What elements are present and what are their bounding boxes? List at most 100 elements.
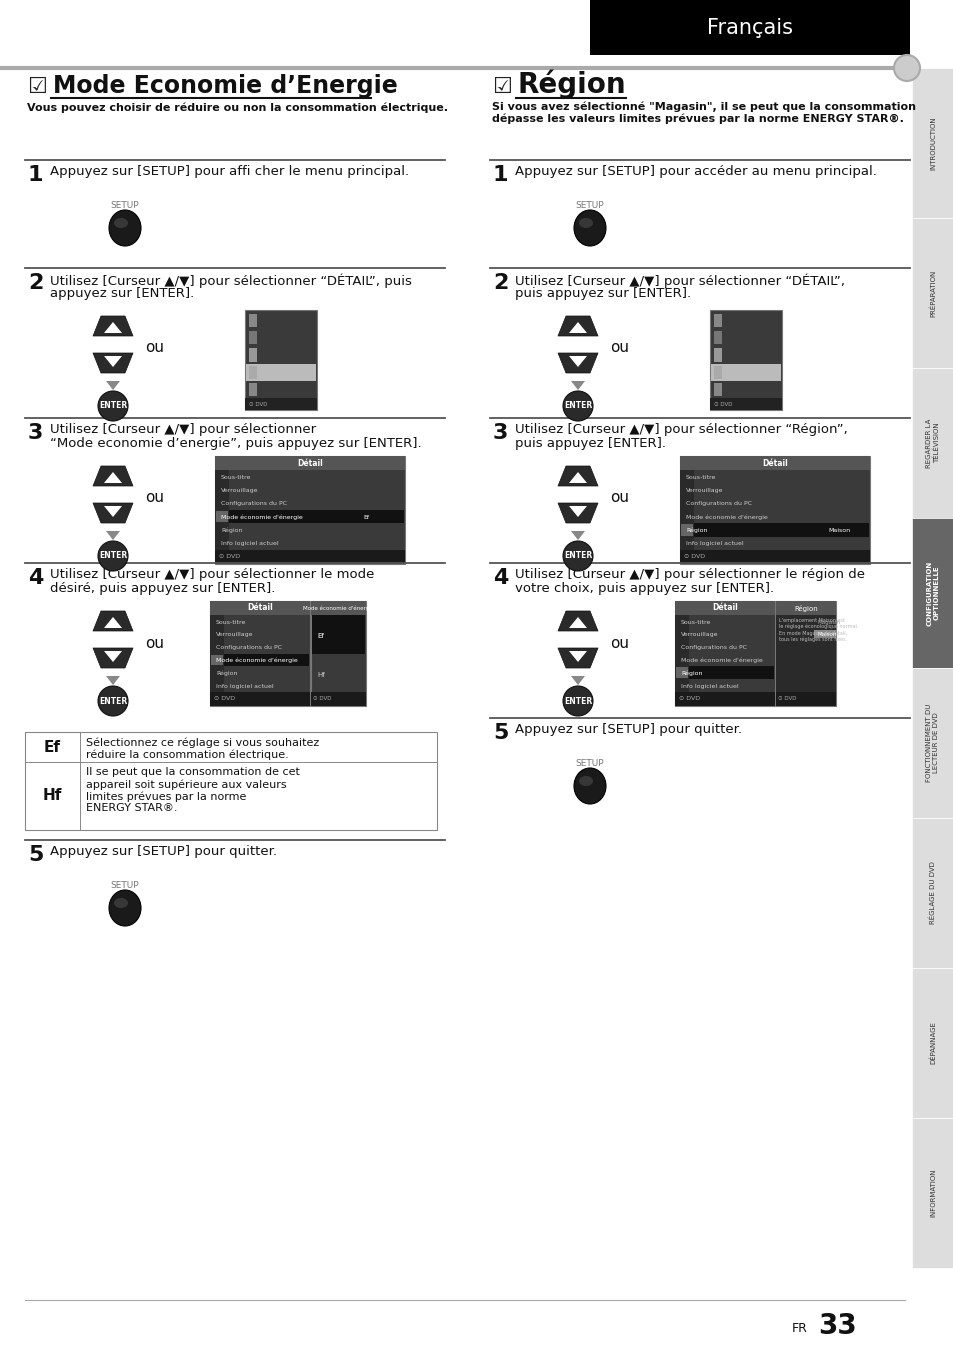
Text: ⊙ DVD: ⊙ DVD bbox=[683, 554, 704, 559]
Text: 1: 1 bbox=[28, 164, 44, 185]
Text: DÉPANNAGE: DÉPANNAGE bbox=[929, 1022, 935, 1065]
FancyBboxPatch shape bbox=[775, 601, 835, 615]
FancyBboxPatch shape bbox=[911, 818, 953, 968]
Text: puis appuyez sur [ENTER].: puis appuyez sur [ENTER]. bbox=[515, 287, 690, 301]
Ellipse shape bbox=[562, 686, 593, 716]
FancyBboxPatch shape bbox=[25, 732, 436, 830]
Text: Verrouillage: Verrouillage bbox=[215, 632, 253, 638]
FancyBboxPatch shape bbox=[911, 669, 953, 818]
Text: Info logiciel actuel: Info logiciel actuel bbox=[685, 542, 742, 546]
FancyBboxPatch shape bbox=[675, 692, 774, 706]
FancyBboxPatch shape bbox=[775, 601, 835, 706]
Text: limites prévues par la norme: limites prévues par la norme bbox=[86, 791, 246, 802]
Text: FONCTIONNEMENT DU
LECTEUR DE DVD: FONCTIONNEMENT DU LECTEUR DE DVD bbox=[925, 704, 939, 782]
FancyBboxPatch shape bbox=[713, 314, 721, 328]
Ellipse shape bbox=[98, 391, 128, 421]
FancyBboxPatch shape bbox=[214, 456, 405, 563]
Text: Hf: Hf bbox=[316, 671, 324, 678]
Ellipse shape bbox=[109, 210, 141, 245]
Text: Appuyez sur [SETUP] pour quitter.: Appuyez sur [SETUP] pour quitter. bbox=[515, 723, 741, 736]
Text: ENTER: ENTER bbox=[563, 697, 592, 705]
FancyBboxPatch shape bbox=[709, 310, 781, 410]
Text: Hf: Hf bbox=[42, 789, 62, 803]
Text: CONFIGURATION
OPTIONNELLE: CONFIGURATION OPTIONNELLE bbox=[925, 561, 939, 625]
Text: SETUP: SETUP bbox=[575, 759, 603, 768]
Text: Mode Economie d’Energie: Mode Economie d’Energie bbox=[53, 74, 397, 98]
Text: Appuyez sur [SETUP] pour quitter.: Appuyez sur [SETUP] pour quitter. bbox=[50, 845, 276, 857]
FancyBboxPatch shape bbox=[679, 470, 693, 550]
Polygon shape bbox=[568, 617, 586, 628]
FancyBboxPatch shape bbox=[911, 1117, 953, 1268]
Text: Détail: Détail bbox=[247, 604, 273, 612]
FancyBboxPatch shape bbox=[249, 314, 256, 328]
FancyBboxPatch shape bbox=[675, 601, 774, 615]
FancyBboxPatch shape bbox=[675, 615, 688, 692]
Text: Ef: Ef bbox=[44, 740, 60, 755]
Text: “Mode economie d’energie”, puis appuyez sur [ENTER].: “Mode economie d’energie”, puis appuyez … bbox=[50, 437, 421, 450]
Text: SETUP: SETUP bbox=[111, 882, 139, 891]
FancyBboxPatch shape bbox=[679, 456, 869, 563]
Ellipse shape bbox=[98, 686, 128, 716]
Ellipse shape bbox=[562, 391, 593, 421]
FancyBboxPatch shape bbox=[709, 398, 781, 410]
Text: Verrouillage: Verrouillage bbox=[685, 488, 722, 493]
Text: Info logiciel actuel: Info logiciel actuel bbox=[221, 542, 278, 546]
Polygon shape bbox=[568, 322, 586, 333]
Ellipse shape bbox=[578, 776, 593, 786]
Text: Utilisez [Curseur ▲/▼] pour sélectionner “Région”,: Utilisez [Curseur ▲/▼] pour sélectionner… bbox=[515, 423, 847, 435]
Text: ENTER: ENTER bbox=[99, 402, 127, 411]
Text: INFORMATION: INFORMATION bbox=[929, 1169, 935, 1217]
FancyBboxPatch shape bbox=[775, 692, 835, 706]
Text: Configurations du PC: Configurations du PC bbox=[215, 646, 282, 650]
Ellipse shape bbox=[562, 541, 593, 572]
Polygon shape bbox=[571, 675, 584, 685]
Polygon shape bbox=[558, 315, 598, 336]
Text: Verrouillage: Verrouillage bbox=[221, 488, 258, 493]
Text: Mode économie d'énergie: Mode économie d'énergie bbox=[685, 515, 767, 520]
FancyBboxPatch shape bbox=[676, 667, 687, 678]
Polygon shape bbox=[104, 322, 122, 333]
Text: Appuyez sur [SETUP] pour accéder au menu principal.: Appuyez sur [SETUP] pour accéder au menu… bbox=[515, 164, 876, 178]
Polygon shape bbox=[104, 506, 122, 518]
FancyBboxPatch shape bbox=[760, 1308, 879, 1344]
FancyBboxPatch shape bbox=[210, 601, 310, 706]
Text: puis appuyez [ENTER].: puis appuyez [ENTER]. bbox=[515, 437, 665, 450]
Text: votre choix, puis appuyez sur [ENTER].: votre choix, puis appuyez sur [ENTER]. bbox=[515, 582, 773, 594]
Polygon shape bbox=[568, 356, 586, 367]
Text: Ef: Ef bbox=[363, 515, 369, 520]
FancyBboxPatch shape bbox=[311, 601, 366, 706]
Text: 3: 3 bbox=[493, 423, 508, 443]
Text: ☑: ☑ bbox=[27, 77, 47, 97]
Polygon shape bbox=[92, 315, 132, 336]
Text: 2: 2 bbox=[28, 274, 43, 293]
Polygon shape bbox=[106, 675, 120, 685]
Text: Mode économie d'énergie: Mode économie d'énergie bbox=[221, 515, 302, 520]
Ellipse shape bbox=[109, 890, 141, 926]
Text: ou: ou bbox=[146, 491, 164, 506]
Text: Détail: Détail bbox=[761, 458, 787, 468]
Text: INTRODUCTION: INTRODUCTION bbox=[929, 116, 935, 170]
Polygon shape bbox=[571, 381, 584, 390]
Polygon shape bbox=[92, 648, 132, 669]
FancyBboxPatch shape bbox=[713, 365, 721, 379]
Text: 33: 33 bbox=[818, 1312, 857, 1340]
FancyBboxPatch shape bbox=[911, 968, 953, 1117]
FancyBboxPatch shape bbox=[911, 67, 953, 218]
FancyBboxPatch shape bbox=[675, 601, 774, 706]
Text: Vous pouvez choisir de réduire ou non la consommation électrique.: Vous pouvez choisir de réduire ou non la… bbox=[27, 102, 448, 113]
Text: ENTER: ENTER bbox=[563, 402, 592, 411]
Text: Sous-titre: Sous-titre bbox=[221, 474, 251, 480]
Text: Mode économie d'énergie: Mode économie d'énergie bbox=[303, 605, 374, 611]
Text: ☑: ☑ bbox=[492, 77, 512, 97]
Text: Région: Région bbox=[793, 604, 817, 612]
Text: Il se peut que la consommation de cet: Il se peut que la consommation de cet bbox=[86, 767, 299, 776]
FancyBboxPatch shape bbox=[589, 0, 909, 55]
Text: Mode économie d'énergie: Mode économie d'énergie bbox=[215, 658, 297, 663]
FancyBboxPatch shape bbox=[911, 368, 953, 518]
Ellipse shape bbox=[113, 898, 128, 909]
Text: Sélectionnez ce réglage si vous souhaitez: Sélectionnez ce réglage si vous souhaite… bbox=[86, 737, 319, 748]
Text: Maison: Maison bbox=[817, 631, 837, 636]
Text: Sous-titre: Sous-titre bbox=[680, 620, 711, 624]
Text: PRÉPARATION: PRÉPARATION bbox=[929, 270, 935, 317]
Text: RÉGLAGE DU DVD: RÉGLAGE DU DVD bbox=[929, 861, 935, 925]
